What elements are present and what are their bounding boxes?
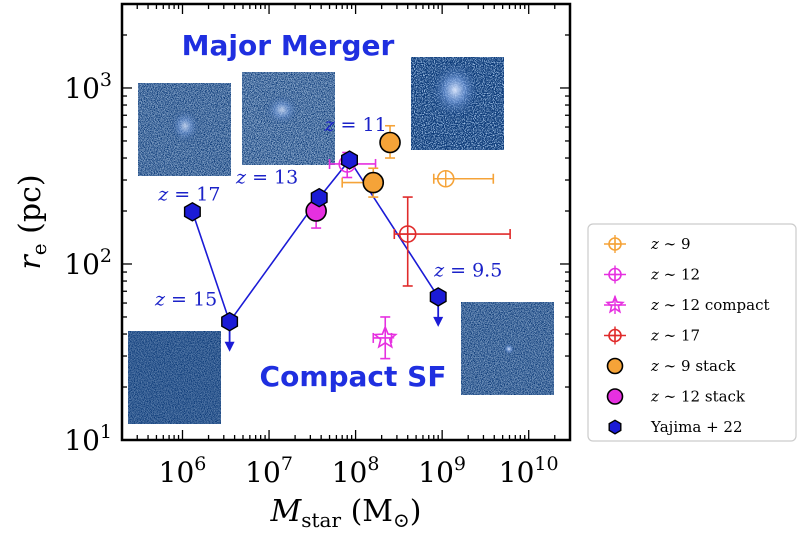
point-yajima-22 xyxy=(429,287,447,307)
legend-label-z-12-compact: z ∼ 12 compact xyxy=(650,296,770,314)
legend-label-z-12-stack: z ∼ 12 stack xyxy=(650,388,746,406)
redshift-label: z = 15 xyxy=(154,289,217,311)
y-tick-label: 102 xyxy=(64,245,112,281)
legend-box xyxy=(587,223,797,442)
x-tick-label: 109 xyxy=(418,453,466,489)
upper-limit-arrow-yajima-22 xyxy=(224,341,235,352)
redshift-label: z = 17 xyxy=(157,183,220,205)
legend-label-z-12: z ∼ 12 xyxy=(650,266,700,284)
legend-marker-z-9-stack xyxy=(606,357,624,375)
thumbnail-z15 xyxy=(128,331,221,424)
point-z-12-compact xyxy=(372,324,398,349)
thumbnail-z11 xyxy=(411,57,504,150)
x-tick-label: 108 xyxy=(332,453,380,489)
upper-limit-arrow-yajima-22 xyxy=(433,316,444,327)
legend-label-yajima-22: Yajima + 22 xyxy=(650,418,743,436)
legend: z ∼ 9 z ∼ 12 z ∼ 12 compact z ∼ 17 z ∼ 9 sta… xyxy=(587,223,797,442)
legend-label-z-9: z ∼ 9 xyxy=(650,235,691,253)
redshift-labels: z = 17 z = 13 z = 11 z = 15 z = 9.5 xyxy=(154,114,502,311)
x-tick-label: 1010 xyxy=(499,453,559,489)
plot-frame xyxy=(120,2,572,442)
simulation-thumbnails xyxy=(128,57,554,424)
x-tick-label: 107 xyxy=(245,453,293,489)
redshift-label: z = 11 xyxy=(323,114,386,136)
compact-sf-label: Compact SF xyxy=(260,360,447,393)
y-axis-title: re (pc) xyxy=(13,174,51,269)
y-tick-label: 103 xyxy=(64,69,112,105)
point-yajima-22 xyxy=(221,311,239,332)
legend-marker-z-12-compact xyxy=(605,294,625,314)
point-yajima-22 xyxy=(310,187,328,208)
x-tick-label: 106 xyxy=(159,453,207,489)
major-merger-label: Major Merger xyxy=(182,29,395,62)
point-yajima-22 xyxy=(183,201,201,222)
data-markers xyxy=(183,131,455,349)
x-axis-title: Mstar (M⊙) xyxy=(270,494,422,532)
legend-marker-yajima-22 xyxy=(608,419,622,435)
point-yajima-22 xyxy=(341,150,358,170)
point-z-9-stack xyxy=(379,131,401,154)
thumbnail-z17 xyxy=(138,83,231,176)
thumbnail-z13 xyxy=(242,72,335,165)
legend-label-z-17: z ∼ 17 xyxy=(650,327,700,345)
legend-label-z-9-stack: z ∼ 9 stack xyxy=(650,357,736,375)
thumbnail-z9p5 xyxy=(461,302,554,395)
redshift-label: z = 13 xyxy=(235,166,298,188)
legend-marker-z-12-stack xyxy=(606,388,624,405)
redshift-label: z = 9.5 xyxy=(433,259,502,281)
y-tick-label: 101 xyxy=(64,421,112,457)
point-z-9-stack xyxy=(362,171,385,194)
